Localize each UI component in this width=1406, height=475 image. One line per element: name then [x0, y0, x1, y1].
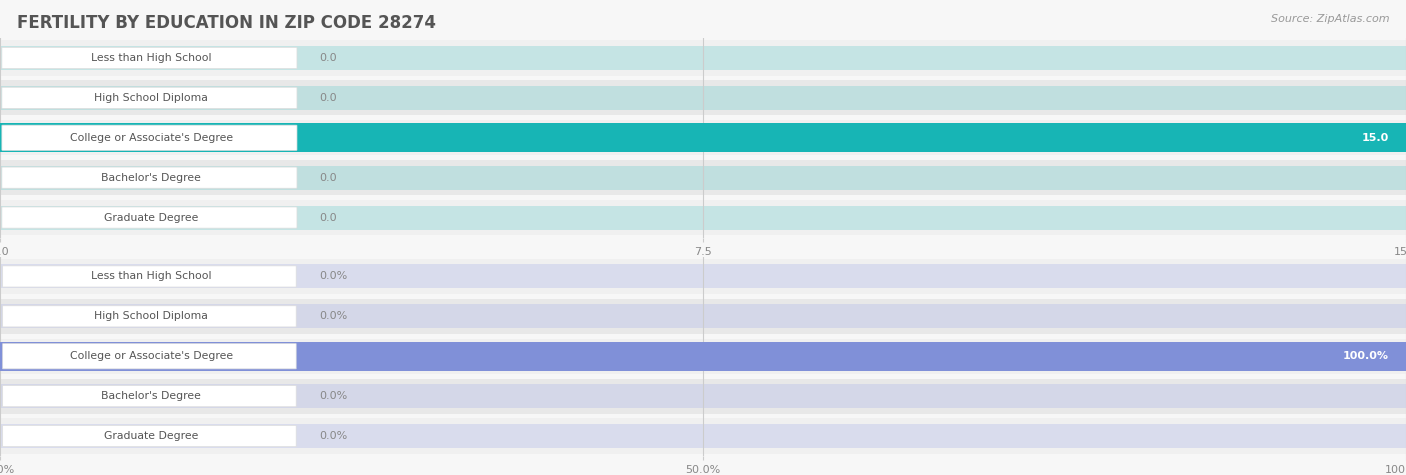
Bar: [0, 160, 1406, 195]
Text: 15.0: 15.0: [1362, 133, 1389, 143]
Bar: [0, 120, 1406, 155]
Bar: [0, 46, 1406, 70]
Text: FERTILITY BY EDUCATION IN ZIP CODE 28274: FERTILITY BY EDUCATION IN ZIP CODE 28274: [17, 14, 436, 32]
Text: 0.0%: 0.0%: [319, 311, 347, 322]
Text: Less than High School: Less than High School: [91, 53, 211, 63]
Bar: [0, 80, 1406, 115]
Bar: [0, 166, 1406, 190]
FancyBboxPatch shape: [1, 167, 297, 188]
FancyBboxPatch shape: [3, 386, 297, 407]
Text: 0.0%: 0.0%: [319, 431, 347, 441]
Text: Graduate Degree: Graduate Degree: [104, 431, 198, 441]
FancyBboxPatch shape: [1, 87, 297, 108]
Bar: [0, 339, 1406, 374]
Bar: [0, 124, 1406, 152]
FancyBboxPatch shape: [3, 343, 297, 369]
Bar: [0, 299, 1406, 334]
Text: Bachelor's Degree: Bachelor's Degree: [101, 391, 201, 401]
FancyBboxPatch shape: [3, 306, 297, 327]
Bar: [0, 124, 1406, 152]
Bar: [0, 265, 1406, 288]
Bar: [0, 206, 1406, 229]
Bar: [0, 200, 1406, 235]
Text: 100.0%: 100.0%: [1343, 351, 1389, 361]
Text: College or Associate's Degree: College or Associate's Degree: [69, 133, 233, 143]
Bar: [0, 342, 1406, 370]
Text: High School Diploma: High School Diploma: [94, 93, 208, 103]
Bar: [0, 259, 1406, 294]
Text: 0.0: 0.0: [319, 53, 337, 63]
Bar: [0, 424, 1406, 448]
FancyBboxPatch shape: [3, 426, 297, 446]
Bar: [0, 86, 1406, 110]
Text: Bachelor's Degree: Bachelor's Degree: [101, 172, 201, 183]
Bar: [0, 418, 1406, 454]
Bar: [0, 40, 1406, 76]
FancyBboxPatch shape: [1, 48, 297, 68]
Bar: [0, 384, 1406, 408]
Text: College or Associate's Degree: College or Associate's Degree: [69, 351, 233, 361]
Text: Graduate Degree: Graduate Degree: [104, 212, 198, 223]
Text: 0.0: 0.0: [319, 93, 337, 103]
Text: 0.0%: 0.0%: [319, 271, 347, 282]
FancyBboxPatch shape: [3, 266, 297, 287]
Text: 0.0%: 0.0%: [319, 391, 347, 401]
Bar: [0, 379, 1406, 414]
Text: 0.0: 0.0: [319, 212, 337, 223]
Bar: [0, 304, 1406, 328]
Bar: [0, 342, 1406, 370]
FancyBboxPatch shape: [1, 207, 297, 228]
Text: 0.0: 0.0: [319, 172, 337, 183]
Text: Less than High School: Less than High School: [91, 271, 211, 282]
FancyBboxPatch shape: [1, 125, 297, 151]
Text: High School Diploma: High School Diploma: [94, 311, 208, 322]
Text: Source: ZipAtlas.com: Source: ZipAtlas.com: [1271, 14, 1389, 24]
